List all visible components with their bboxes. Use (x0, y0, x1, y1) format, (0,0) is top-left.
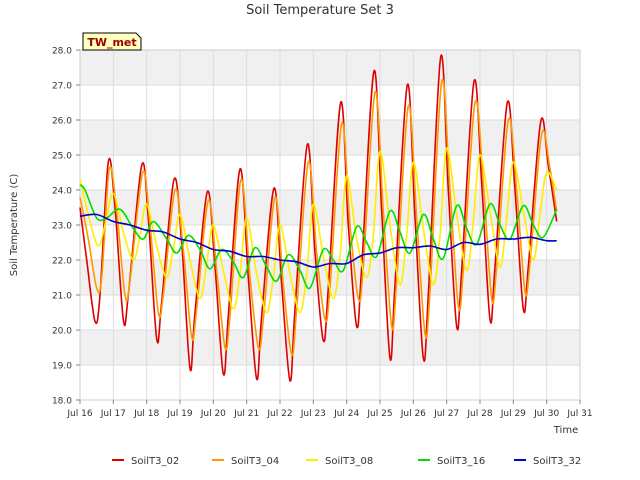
legend: SoilT3_02 SoilT3_04 SoilT3_08 SoilT3_16 Soil… (112, 456, 581, 467)
series-line-soilt3-32 (79, 213, 557, 268)
x-tick-label: Jul 20 (200, 409, 226, 419)
plot-band (80, 330, 580, 365)
plot-band (80, 190, 580, 225)
legend-label-soilt3-04: SoilT3_04 (231, 456, 279, 467)
y-tick-label: 26.0 (52, 117, 72, 127)
series-lines (79, 54, 558, 382)
x-tick-label: Jul 17 (100, 409, 126, 419)
legend-label-soilt3-08: SoilT3_08 (325, 456, 373, 467)
x-axis: Jul 16 Jul 17 Jul 18 Jul 19 Jul 20 Jul 21 Jul … (66, 400, 593, 419)
x-tick-label: Jul 27 (433, 409, 459, 419)
y-tick-label: 18.0 (52, 397, 72, 407)
tw-met-badge: TW_met (82, 32, 142, 51)
y-tick-label: 20.0 (52, 327, 72, 337)
legend-label-soilt3-32: SoilT3_32 (533, 456, 581, 467)
y-tick-label: 25.0 (52, 152, 72, 162)
y-tick-label: 21.0 (52, 292, 72, 302)
x-tick-label: Jul 25 (366, 409, 392, 419)
x-tick-label: Jul 26 (400, 409, 426, 419)
y-tick-label: 22.0 (52, 257, 72, 267)
badge-label: TW_met (87, 36, 136, 49)
x-tick-label: Jul 23 (300, 409, 326, 419)
x-tick-label: Jul 24 (333, 409, 359, 419)
x-tick-label: Jul 31 (566, 409, 592, 419)
chart-title: Soil Temperature Set 3 (246, 3, 394, 18)
x-axis-label: Time (553, 425, 578, 436)
x-tick-label: Jul 30 (533, 409, 559, 419)
x-tick-label: Jul 19 (166, 409, 192, 419)
legend-label-soilt3-16: SoilT3_16 (437, 456, 485, 467)
x-tick-label: Jul 21 (233, 409, 259, 419)
plot-band (80, 120, 580, 155)
y-tick-label: 24.0 (52, 187, 72, 197)
y-tick-label: 27.0 (52, 82, 72, 92)
y-axis: 18.0 19.0 20.0 21.0 22.0 23.0 24.0 25.0 26.0 27.0… (52, 47, 80, 407)
x-tick-label: Jul 22 (266, 409, 292, 419)
x-tick-label: Jul 28 (466, 409, 492, 419)
y-tick-label: 23.0 (52, 222, 72, 232)
legend-label-soilt3-02: SoilT3_02 (131, 456, 179, 467)
x-tick-label: Jul 16 (66, 409, 92, 419)
y-tick-label: 19.0 (52, 362, 72, 372)
series-line-soilt3-04 (79, 78, 558, 356)
x-tick-label: Jul 18 (133, 409, 159, 419)
series-line-soilt3-08 (79, 147, 558, 314)
y-axis-label: Soil Temperature (C) (9, 174, 20, 277)
y-tick-label: 28.0 (52, 47, 72, 57)
plot-band (80, 50, 580, 85)
x-tick-label: Jul 29 (500, 409, 526, 419)
